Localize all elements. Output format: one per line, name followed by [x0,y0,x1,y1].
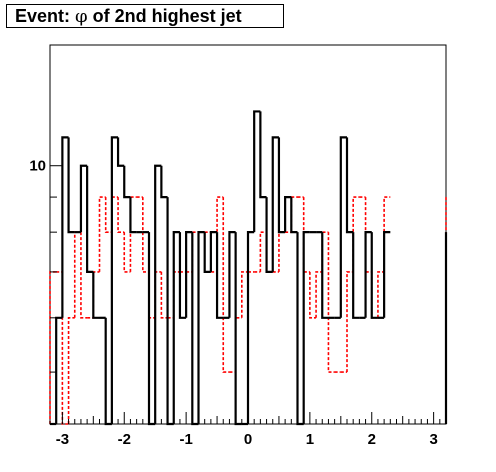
histogram-series-black-solid [50,110,448,426]
histogram-bin [197,231,205,424]
histogram-bin [215,232,224,319]
chart-title-suffix: of 2nd highest jet [87,6,242,26]
histogram-bin [110,136,119,424]
histogram-bin [123,232,131,273]
axis-layer: -3 -2 -1 0 1 2 3 10 [29,158,447,448]
histogram-bin [346,271,354,373]
histogram-bin [352,232,360,319]
histogram-bin [383,231,391,318]
histogram-bin [160,271,168,319]
histogram-bin [228,231,236,318]
histogram-bin [246,231,255,424]
histogram-bin [339,136,347,318]
histogram-bin [327,232,335,373]
chart-title-symbol: φ [75,6,88,27]
histogram-bin [61,136,69,318]
x-tick-label: -3 [56,431,69,448]
histogram-bin [185,231,193,318]
histogram-bin [80,232,88,319]
histogram-bin [67,317,75,424]
histogram-bin [154,164,162,424]
histogram-bin [302,231,310,424]
histogram-bin [309,271,317,319]
histogram-bin [160,165,168,199]
histogram-bin [370,232,378,319]
histogram-bin [265,197,273,274]
histogram-bin [284,195,292,233]
x-tick-label: -1 [179,431,192,448]
histogram-bin [377,271,385,318]
histogram-bin [259,111,267,199]
histogram-bin [203,232,211,274]
histogram-bin [278,231,286,272]
histogram-bin [222,197,230,373]
histogram-bin [116,137,125,167]
histogram-bin [55,316,63,424]
histogram-bin [253,110,261,233]
chart-title-box: Event: φ of 2nd highest jet [6,4,284,28]
x-tick-label: 0 [244,431,252,448]
x-tick-label: -2 [118,431,131,448]
histogram-bin [209,231,218,272]
histogram-bin [277,137,286,234]
histogram-bin [123,165,131,199]
histogram-bin [172,231,180,424]
histogram-bin [271,136,279,272]
histogram-bin [73,231,81,318]
x-tick-label: 1 [306,431,314,448]
histogram-layer [49,110,448,426]
histogram-bin [234,232,242,426]
histogram-bin [98,196,106,272]
histogram-bin [364,231,372,318]
histogram-bin [321,232,329,319]
histogram-bin [104,197,112,233]
histogram-bin [241,271,248,318]
chart-title-prefix: Event: [15,6,76,26]
x-tick-label: 3 [429,431,437,448]
histogram-bin [67,137,75,234]
histogram-bin [129,197,137,234]
histogram-bin [92,271,100,319]
histogram-bin [290,197,298,234]
x-tick-label: 2 [368,431,376,448]
y-tick-label: 10 [29,158,46,175]
histogram-bin [79,164,88,233]
histogram-bin [86,165,94,274]
histogram-bin [345,137,354,234]
histogram-bin [315,271,323,318]
histogram-bin [178,232,187,319]
histogram-bin [117,197,125,233]
